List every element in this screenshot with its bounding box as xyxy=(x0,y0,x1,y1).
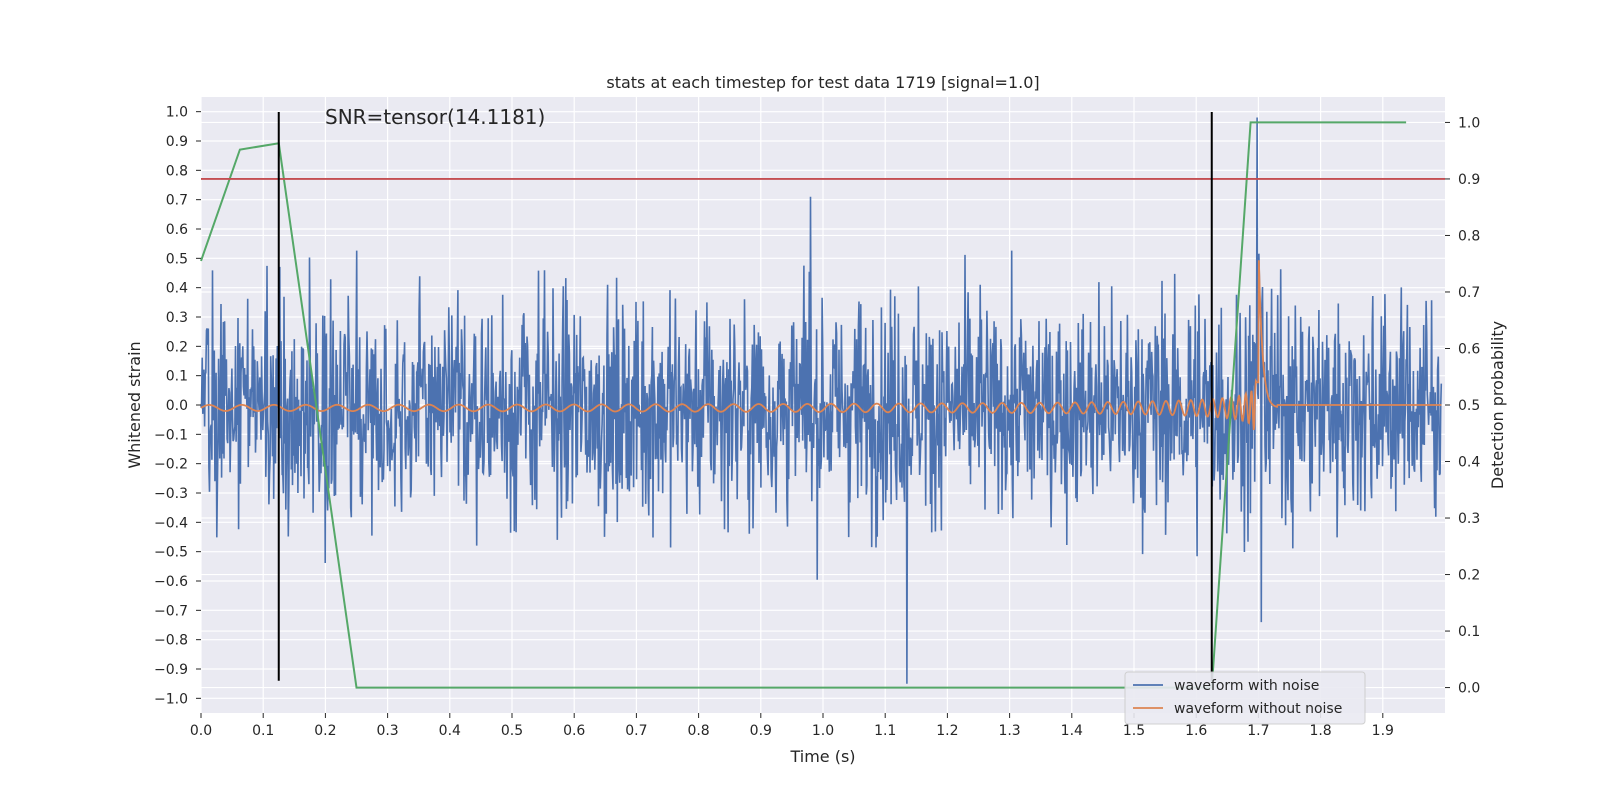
y2-tick-label: 0.6 xyxy=(1458,341,1480,357)
series-layer xyxy=(200,111,1445,689)
series-waveform-without-noise xyxy=(200,260,1442,431)
y-tick-label: −0.6 xyxy=(154,574,188,590)
x-tick-label: 1.2 xyxy=(936,723,958,739)
y2-tick-label: 1.0 xyxy=(1458,115,1480,131)
x-tick-label: 1.7 xyxy=(1247,723,1269,739)
y-tick-label: 0.8 xyxy=(166,163,188,179)
x-tick-label: 1.4 xyxy=(1061,723,1083,739)
x-tick-label: 0.4 xyxy=(439,723,461,739)
x-tick-label: 0.9 xyxy=(750,723,772,739)
legend: waveform with noise waveform without noi… xyxy=(1124,671,1366,725)
y2-axis-label: Detection probability xyxy=(1488,321,1507,489)
y-tick-label: 0.0 xyxy=(166,398,188,414)
y2-axis-ticks: 1.0 0.9 0.8 0.7 0.6 0.5 0.4 0.3 0.2 0.1 0.0 xyxy=(1445,115,1480,697)
x-tick-label: 0.1 xyxy=(252,723,274,739)
y-tick-label: 0.1 xyxy=(166,369,188,385)
y2-tick-label: 0.7 xyxy=(1458,285,1480,301)
y-tick-label: 0.7 xyxy=(166,193,188,209)
x-tick-label: 0.2 xyxy=(314,723,336,739)
series-waveform-with-noise xyxy=(200,117,1443,684)
y2-tick-label: 0.2 xyxy=(1458,568,1480,584)
x-tick-label: 0.7 xyxy=(625,723,647,739)
legend-box xyxy=(1124,671,1366,725)
x-axis-label: Time (s) xyxy=(789,747,855,766)
y-tick-label: −0.8 xyxy=(154,633,188,649)
y-tick-label: 0.9 xyxy=(166,134,188,150)
y-tick-label: 1.0 xyxy=(166,105,188,121)
y-tick-label: 0.4 xyxy=(166,281,188,297)
y2-tick-label: 0.3 xyxy=(1458,511,1480,527)
x-tick-label: 0.6 xyxy=(563,723,585,739)
y-tick-label: −1.0 xyxy=(154,691,188,707)
y-tick-label: 0.5 xyxy=(166,251,188,267)
x-tick-label: 1.3 xyxy=(998,723,1020,739)
chart-title: stats at each timestep for test data 171… xyxy=(606,73,1039,92)
y-tick-label: 0.3 xyxy=(166,310,188,326)
x-tick-label: 0.0 xyxy=(190,723,212,739)
y-axis-label: Whitened strain xyxy=(125,341,144,468)
y2-tick-label: 0.0 xyxy=(1458,681,1480,697)
x-tick-label: 1.1 xyxy=(874,723,896,739)
x-tick-label: 1.9 xyxy=(1372,723,1394,739)
y-tick-label: −0.5 xyxy=(154,545,188,561)
y2-tick-label: 0.4 xyxy=(1458,455,1480,471)
legend-label-clean: waveform without noise xyxy=(1174,701,1342,717)
snr-annotation: SNR=tensor(14.1181) xyxy=(325,105,545,129)
y-tick-label: −0.1 xyxy=(154,427,188,443)
y-axis-ticks: 1.0 0.9 0.8 0.7 0.6 0.5 0.4 0.3 0.2 0.1 0.0 −0.1 −0.… xyxy=(154,105,201,707)
y2-tick-label: 0.5 xyxy=(1458,398,1480,414)
legend-label-noise: waveform with noise xyxy=(1174,678,1319,694)
y-tick-label: −0.9 xyxy=(154,662,188,678)
y2-tick-label: 0.9 xyxy=(1458,172,1480,188)
y2-tick-label: 0.1 xyxy=(1458,624,1480,640)
y-tick-label: 0.2 xyxy=(166,339,188,355)
x-tick-label: 0.5 xyxy=(501,723,523,739)
y-tick-label: −0.7 xyxy=(154,603,188,619)
x-tick-label: 0.3 xyxy=(376,723,398,739)
series-detection-probability xyxy=(200,121,1407,689)
x-tick-label: 1.8 xyxy=(1309,723,1331,739)
y-tick-label: −0.2 xyxy=(154,457,188,473)
y-tick-label: −0.4 xyxy=(154,515,188,531)
x-tick-label: 1.5 xyxy=(1123,723,1145,739)
y-tick-label: 0.6 xyxy=(166,222,188,238)
y2-tick-label: 0.8 xyxy=(1458,228,1480,244)
x-tick-label: 1.0 xyxy=(812,723,834,739)
y-tick-label: −0.3 xyxy=(154,486,188,502)
x-axis-ticks: 0.0 0.1 0.2 0.3 0.4 0.5 0.6 0.7 0.8 0.9 1.0 1.1 1.2 1… xyxy=(190,713,1394,739)
x-tick-label: 0.8 xyxy=(687,723,709,739)
x-tick-label: 1.6 xyxy=(1185,723,1207,739)
